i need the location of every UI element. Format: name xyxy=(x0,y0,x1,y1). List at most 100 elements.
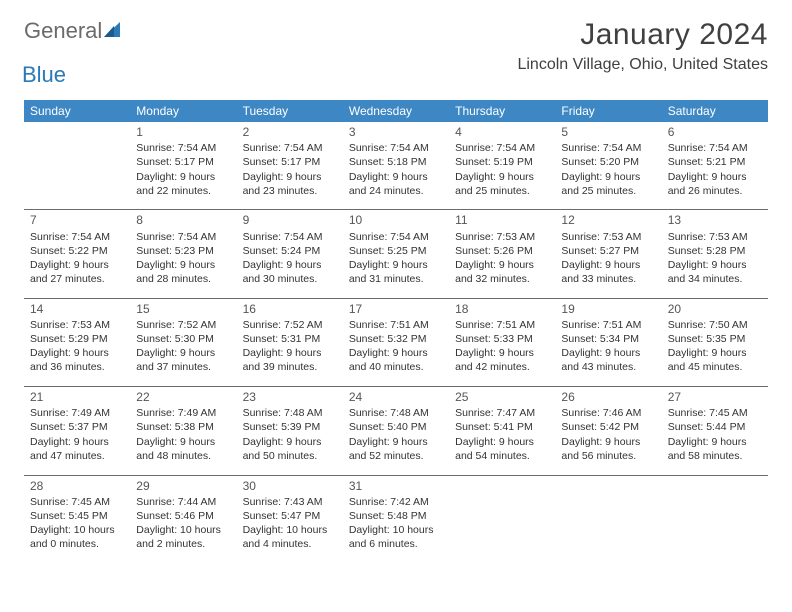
day-header: Tuesday xyxy=(237,100,343,122)
day-info-line: Sunset: 5:35 PM xyxy=(668,332,762,346)
calendar-week-row: 1Sunrise: 7:54 AMSunset: 5:17 PMDaylight… xyxy=(24,122,768,204)
day-info-line: Sunrise: 7:51 AM xyxy=(349,318,443,332)
day-info-line: Daylight: 9 hours xyxy=(136,346,230,360)
day-info-line: Sunset: 5:33 PM xyxy=(455,332,549,346)
day-header: Wednesday xyxy=(343,100,449,122)
day-info-line: Sunset: 5:21 PM xyxy=(668,155,762,169)
day-info-line: Daylight: 9 hours xyxy=(243,346,337,360)
day-info-line: Sunrise: 7:50 AM xyxy=(668,318,762,332)
location: Lincoln Village, Ohio, United States xyxy=(517,56,768,74)
day-info-line: Sunrise: 7:45 AM xyxy=(668,406,762,420)
day-info-line: Sunrise: 7:54 AM xyxy=(136,230,230,244)
day-number: 5 xyxy=(561,124,655,140)
day-info-line: Daylight: 9 hours xyxy=(349,435,443,449)
day-info-line: and 31 minutes. xyxy=(349,272,443,286)
day-info-line: Sunrise: 7:54 AM xyxy=(30,230,124,244)
day-cell: 21Sunrise: 7:49 AMSunset: 5:37 PMDayligh… xyxy=(24,387,130,469)
month-year: January 2024 xyxy=(517,18,768,52)
day-info-line: Daylight: 9 hours xyxy=(243,170,337,184)
day-info-line: Sunrise: 7:48 AM xyxy=(349,406,443,420)
day-cell: 31Sunrise: 7:42 AMSunset: 5:48 PMDayligh… xyxy=(343,476,449,558)
day-cell: 7Sunrise: 7:54 AMSunset: 5:22 PMDaylight… xyxy=(24,210,130,292)
day-number: 14 xyxy=(30,301,124,317)
day-info-line: Sunrise: 7:53 AM xyxy=(455,230,549,244)
day-info-line: Sunset: 5:42 PM xyxy=(561,420,655,434)
day-number: 29 xyxy=(136,478,230,494)
day-number: 1 xyxy=(136,124,230,140)
day-cell: 9Sunrise: 7:54 AMSunset: 5:24 PMDaylight… xyxy=(237,210,343,292)
day-info-line: Sunset: 5:23 PM xyxy=(136,244,230,258)
day-info-line: and 25 minutes. xyxy=(561,184,655,198)
day-info-line: Sunrise: 7:54 AM xyxy=(349,230,443,244)
day-cell: 27Sunrise: 7:45 AMSunset: 5:44 PMDayligh… xyxy=(662,387,768,469)
day-info-line: and 52 minutes. xyxy=(349,449,443,463)
day-number: 13 xyxy=(668,212,762,228)
day-info-line: and 42 minutes. xyxy=(455,360,549,374)
day-info-line: Sunset: 5:39 PM xyxy=(243,420,337,434)
day-number: 19 xyxy=(561,301,655,317)
day-cell: 10Sunrise: 7:54 AMSunset: 5:25 PMDayligh… xyxy=(343,210,449,292)
day-info-line: Daylight: 9 hours xyxy=(349,170,443,184)
day-cell: 8Sunrise: 7:54 AMSunset: 5:23 PMDaylight… xyxy=(130,210,236,292)
day-info-line: Sunset: 5:34 PM xyxy=(561,332,655,346)
day-info-line: and 24 minutes. xyxy=(349,184,443,198)
day-number: 24 xyxy=(349,389,443,405)
day-cell: 19Sunrise: 7:51 AMSunset: 5:34 PMDayligh… xyxy=(555,299,661,381)
day-header: Friday xyxy=(555,100,661,122)
day-info-line: Sunrise: 7:42 AM xyxy=(349,495,443,509)
day-cell: 26Sunrise: 7:46 AMSunset: 5:42 PMDayligh… xyxy=(555,387,661,469)
day-info-line: Daylight: 9 hours xyxy=(136,258,230,272)
day-info-line: Sunset: 5:44 PM xyxy=(668,420,762,434)
day-cell: 2Sunrise: 7:54 AMSunset: 5:17 PMDaylight… xyxy=(237,122,343,204)
day-number: 30 xyxy=(243,478,337,494)
day-info-line: and 47 minutes. xyxy=(30,449,124,463)
day-cell xyxy=(662,476,768,558)
day-info-line: Daylight: 9 hours xyxy=(561,346,655,360)
day-number: 10 xyxy=(349,212,443,228)
day-info-line: Daylight: 9 hours xyxy=(668,258,762,272)
day-cell: 16Sunrise: 7:52 AMSunset: 5:31 PMDayligh… xyxy=(237,299,343,381)
day-info-line: and 26 minutes. xyxy=(668,184,762,198)
day-info-line: Sunrise: 7:54 AM xyxy=(349,141,443,155)
day-cell: 14Sunrise: 7:53 AMSunset: 5:29 PMDayligh… xyxy=(24,299,130,381)
day-info-line: and 40 minutes. xyxy=(349,360,443,374)
day-info-line: Sunset: 5:20 PM xyxy=(561,155,655,169)
day-info-line: and 45 minutes. xyxy=(668,360,762,374)
day-number: 6 xyxy=(668,124,762,140)
calendar-week-row: 21Sunrise: 7:49 AMSunset: 5:37 PMDayligh… xyxy=(24,387,768,469)
day-cell: 5Sunrise: 7:54 AMSunset: 5:20 PMDaylight… xyxy=(555,122,661,204)
day-info-line: and 56 minutes. xyxy=(561,449,655,463)
day-info-line: Sunset: 5:19 PM xyxy=(455,155,549,169)
day-info-line: and 25 minutes. xyxy=(455,184,549,198)
day-number: 26 xyxy=(561,389,655,405)
day-cell: 20Sunrise: 7:50 AMSunset: 5:35 PMDayligh… xyxy=(662,299,768,381)
day-info-line: Sunrise: 7:54 AM xyxy=(455,141,549,155)
day-cell: 18Sunrise: 7:51 AMSunset: 5:33 PMDayligh… xyxy=(449,299,555,381)
day-cell xyxy=(555,476,661,558)
day-info-line: Daylight: 9 hours xyxy=(455,170,549,184)
day-info-line: Daylight: 9 hours xyxy=(30,346,124,360)
header: General Blue January 2024 Lincoln Villag… xyxy=(24,18,768,88)
day-cell: 25Sunrise: 7:47 AMSunset: 5:41 PMDayligh… xyxy=(449,387,555,469)
day-info-line: Sunrise: 7:43 AM xyxy=(243,495,337,509)
day-info-line: and 23 minutes. xyxy=(243,184,337,198)
day-info-line: Sunrise: 7:52 AM xyxy=(243,318,337,332)
day-info-line: Daylight: 10 hours xyxy=(243,523,337,537)
day-number: 15 xyxy=(136,301,230,317)
day-info-line: Sunset: 5:47 PM xyxy=(243,509,337,523)
calendar-header-row: SundayMondayTuesdayWednesdayThursdayFrid… xyxy=(24,100,768,122)
day-header: Sunday xyxy=(24,100,130,122)
day-info-line: and 32 minutes. xyxy=(455,272,549,286)
day-info-line: and 43 minutes. xyxy=(561,360,655,374)
day-info-line: Daylight: 9 hours xyxy=(561,435,655,449)
day-info-line: Sunset: 5:22 PM xyxy=(30,244,124,258)
day-info-line: Sunrise: 7:53 AM xyxy=(668,230,762,244)
day-cell: 11Sunrise: 7:53 AMSunset: 5:26 PMDayligh… xyxy=(449,210,555,292)
day-number: 28 xyxy=(30,478,124,494)
day-info-line: Daylight: 10 hours xyxy=(30,523,124,537)
day-info-line: Daylight: 9 hours xyxy=(561,170,655,184)
day-info-line: Sunset: 5:29 PM xyxy=(30,332,124,346)
day-info-line: Sunset: 5:24 PM xyxy=(243,244,337,258)
day-info-line: and 48 minutes. xyxy=(136,449,230,463)
day-info-line: Sunset: 5:26 PM xyxy=(455,244,549,258)
